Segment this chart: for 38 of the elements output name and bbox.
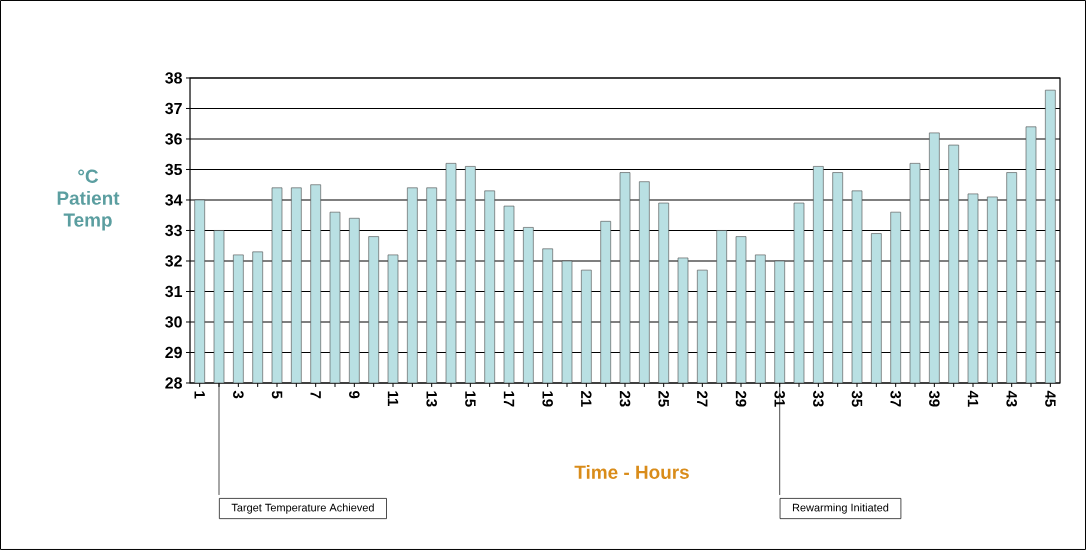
y-tick-label: 34 <box>165 194 183 206</box>
y-tick-label: 28 <box>165 377 182 389</box>
x-tick-label: 13 <box>426 391 437 407</box>
x-tick-label: 11 <box>387 391 399 406</box>
y-tick-label: 37 <box>165 102 182 115</box>
x-tick-label: 33 <box>813 390 824 407</box>
text: Target Temperature Achieved <box>231 503 374 514</box>
x-tick-label: 35 <box>851 390 863 407</box>
y-tick-label: 36 <box>165 133 182 145</box>
y-tick-label: 33 <box>165 224 182 237</box>
x-tick-label: 1 <box>194 391 205 399</box>
y-axis-title: °C Patient Temp <box>57 169 120 231</box>
y-tick-label: 31 <box>165 285 183 298</box>
x-tick-label: 41 <box>967 390 979 407</box>
x-tick-label: 5 <box>271 390 283 399</box>
x-tick-label: 43 <box>1006 390 1017 407</box>
x-tick-label: 29 <box>735 391 747 407</box>
x-tick-label: 45 <box>1045 390 1056 407</box>
y-tick-label: 29 <box>165 346 182 359</box>
x-tick-label: 37 <box>890 390 901 407</box>
text: Rewarming Initiated <box>792 503 889 514</box>
x-tick-label: 25 <box>658 391 669 407</box>
y-tick-label: 30 <box>165 316 182 328</box>
x-tick-label: 15 <box>465 391 476 407</box>
x-tick-label: 31 <box>774 390 785 407</box>
y-tick-label: 32 <box>165 255 182 267</box>
x-tick-label: 27 <box>697 391 708 407</box>
y-tick-label: 38 <box>165 72 182 84</box>
x-tick-label: 23 <box>619 391 631 407</box>
x-tick-label: 21 <box>581 391 592 407</box>
x-axis-title: Time - Hours <box>574 465 689 479</box>
x-tick-label: 7 <box>310 391 321 399</box>
x-tick-label: 3 <box>233 390 244 399</box>
x-tick-label: 39 <box>929 390 940 407</box>
y-tick-label: 35 <box>165 163 183 176</box>
x-tick-label: 9 <box>349 391 360 399</box>
x-tick-label: 19 <box>542 391 553 407</box>
x-tick-label: 17 <box>503 391 515 407</box>
